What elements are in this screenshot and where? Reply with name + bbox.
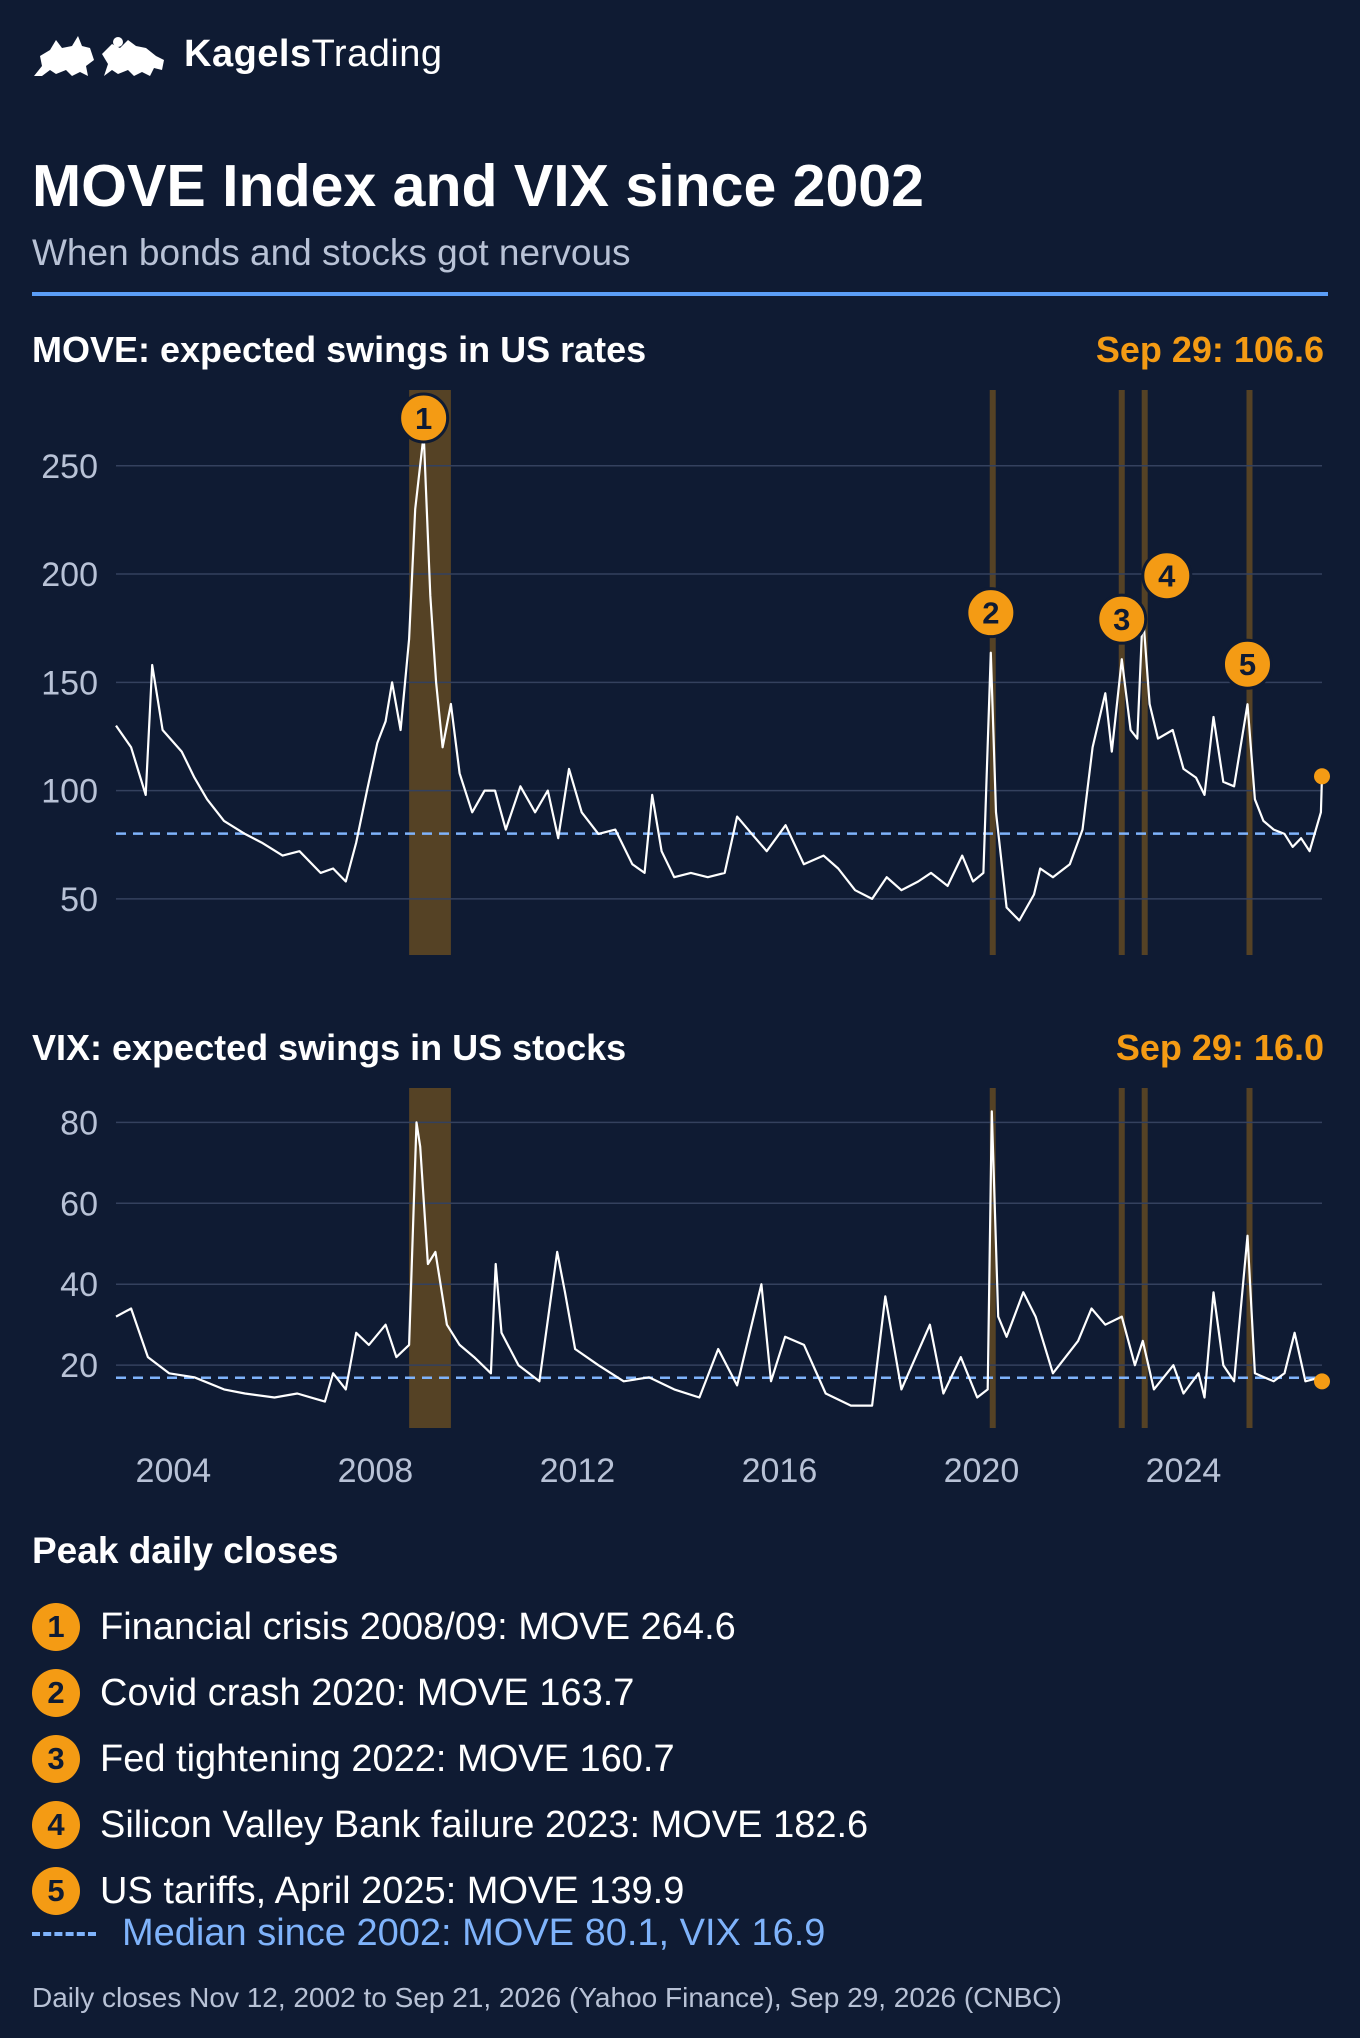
peak-marker-circle [965, 587, 1017, 639]
event-shade-band [1118, 1088, 1125, 1428]
y-tick-label: 150 [41, 664, 98, 702]
page-subtitle: When bonds and stocks got nervous [32, 232, 631, 273]
peak-marker: 4 [1141, 550, 1193, 602]
peak-marker-circle [1096, 593, 1148, 645]
event-shade-band [989, 1088, 996, 1428]
peaks-title: Peak daily closes [32, 1530, 339, 1571]
peak-number-badge: 2 [32, 1669, 80, 1717]
median-dash-swatch [32, 1931, 96, 1936]
vix-chart: 20 40 60 80 2004 2008 2012 2016 2020 2024 [60, 1088, 1330, 1490]
latest-point [1314, 1373, 1330, 1390]
peak-item: 2 Covid crash 2020: MOVE 163.7 [32, 1660, 868, 1726]
peak-number-badge: 5 [32, 1867, 80, 1915]
peak-marker: 5 [1221, 638, 1273, 690]
peak-text: Fed tightening 2022: MOVE 160.7 [100, 1737, 675, 1780]
peak-text: Covid crash 2020: MOVE 163.7 [100, 1671, 635, 1714]
x-tick-label: 2004 [136, 1452, 212, 1490]
title-rule [32, 292, 1328, 296]
bull-bear-logo-icon [34, 36, 164, 76]
x-tick-label: 2016 [742, 1452, 818, 1490]
brand: KagelsTrading [32, 26, 443, 82]
peak-marker: 2 [965, 587, 1017, 639]
y-tick-label: 40 [60, 1266, 98, 1304]
event-shade-band [409, 390, 451, 955]
peak-marker: 3 [1096, 593, 1148, 645]
y-tick-label: 50 [60, 881, 98, 919]
peak-text: Financial crisis 2008/09: MOVE 264.6 [100, 1605, 736, 1648]
peak-text: US tariffs, April 2025: MOVE 139.9 [100, 1869, 685, 1912]
x-tick-label: 2012 [540, 1452, 616, 1490]
series-line [115, 433, 1324, 922]
move-chart: 50 100 150 200 250 1 2 34 5 [41, 390, 1330, 955]
footnote: Daily closes Nov 12, 2002 to Sep 21, 202… [32, 1982, 1062, 2013]
vix-chart-title: VIX: expected swings in US stocks [32, 1027, 627, 1068]
y-tick-label: 80 [60, 1104, 98, 1142]
peak-marker-label: 3 [1113, 602, 1130, 637]
peak-marker-label: 1 [415, 401, 432, 436]
peak-item: 3 Fed tightening 2022: MOVE 160.7 [32, 1726, 868, 1792]
series-line [115, 1110, 1324, 1407]
event-shade-band [989, 390, 996, 955]
x-tick-label: 2008 [338, 1452, 414, 1490]
peak-number-badge: 3 [32, 1735, 80, 1783]
peak-item: 5 US tariffs, April 2025: MOVE 139.9 [32, 1858, 868, 1924]
y-tick-label: 250 [41, 448, 98, 486]
peak-item: 4 Silicon Valley Bank failure 2023: MOVE … [32, 1792, 868, 1858]
event-shade-band [1118, 390, 1125, 955]
peak-marker-circle [1141, 550, 1193, 602]
latest-point [1314, 768, 1330, 785]
event-shade-band [1141, 1088, 1148, 1428]
peak-item: 1 Financial crisis 2008/09: MOVE 264.6 [32, 1594, 868, 1660]
brand-name: KagelsTrading [184, 32, 443, 75]
event-shade-band [1141, 390, 1148, 955]
peak-number-badge: 1 [32, 1603, 80, 1651]
peak-marker-label: 4 [1158, 559, 1176, 594]
move-latest-label: Sep 29: 106.6 [1095, 329, 1324, 370]
vix-latest-label: Sep 29: 16.0 [1115, 1027, 1324, 1068]
x-tick-label: 2024 [1146, 1452, 1222, 1490]
median-legend: Median since 2002: MOVE 80.1, VIX 16.9 [32, 1912, 825, 1955]
peak-marker-circle [398, 392, 450, 444]
page-title: MOVE Index and VIX since 2002 [32, 153, 924, 219]
y-tick-label: 100 [41, 773, 98, 811]
median-legend-text: Median since 2002: MOVE 80.1, VIX 16.9 [122, 1912, 826, 1954]
y-tick-label: 60 [60, 1185, 98, 1223]
y-tick-label: 200 [41, 556, 98, 594]
peak-marker-label: 5 [1239, 647, 1256, 682]
x-tick-label: 2020 [944, 1452, 1020, 1490]
move-chart-title: MOVE: expected swings in US rates [32, 329, 647, 370]
peak-text: Silicon Valley Bank failure 2023: MOVE 1… [100, 1803, 869, 1846]
peak-marker: 1 [398, 392, 450, 444]
peak-marker-label: 2 [982, 596, 999, 631]
y-tick-label: 20 [60, 1347, 98, 1385]
peak-marker-circle [1221, 638, 1273, 690]
peak-number-badge: 4 [32, 1801, 80, 1849]
